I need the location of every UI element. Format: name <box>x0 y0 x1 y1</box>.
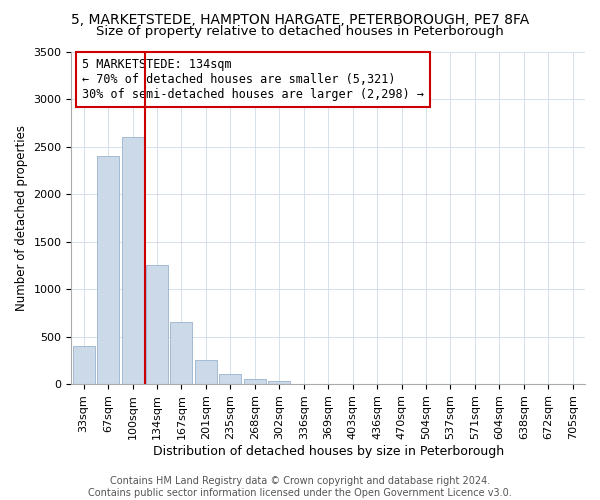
Bar <box>220 374 241 384</box>
Bar <box>195 360 217 384</box>
Bar <box>268 382 290 384</box>
Bar <box>146 266 168 384</box>
Bar <box>122 137 143 384</box>
X-axis label: Distribution of detached houses by size in Peterborough: Distribution of detached houses by size … <box>152 444 504 458</box>
Bar <box>73 346 95 384</box>
Bar <box>244 379 266 384</box>
Bar <box>170 322 193 384</box>
Y-axis label: Number of detached properties: Number of detached properties <box>15 125 28 311</box>
Text: Size of property relative to detached houses in Peterborough: Size of property relative to detached ho… <box>96 25 504 38</box>
Text: 5 MARKETSTEDE: 134sqm
← 70% of detached houses are smaller (5,321)
30% of semi-d: 5 MARKETSTEDE: 134sqm ← 70% of detached … <box>82 58 424 101</box>
Text: Contains HM Land Registry data © Crown copyright and database right 2024.
Contai: Contains HM Land Registry data © Crown c… <box>88 476 512 498</box>
Text: 5, MARKETSTEDE, HAMPTON HARGATE, PETERBOROUGH, PE7 8FA: 5, MARKETSTEDE, HAMPTON HARGATE, PETERBO… <box>71 12 529 26</box>
Bar <box>97 156 119 384</box>
